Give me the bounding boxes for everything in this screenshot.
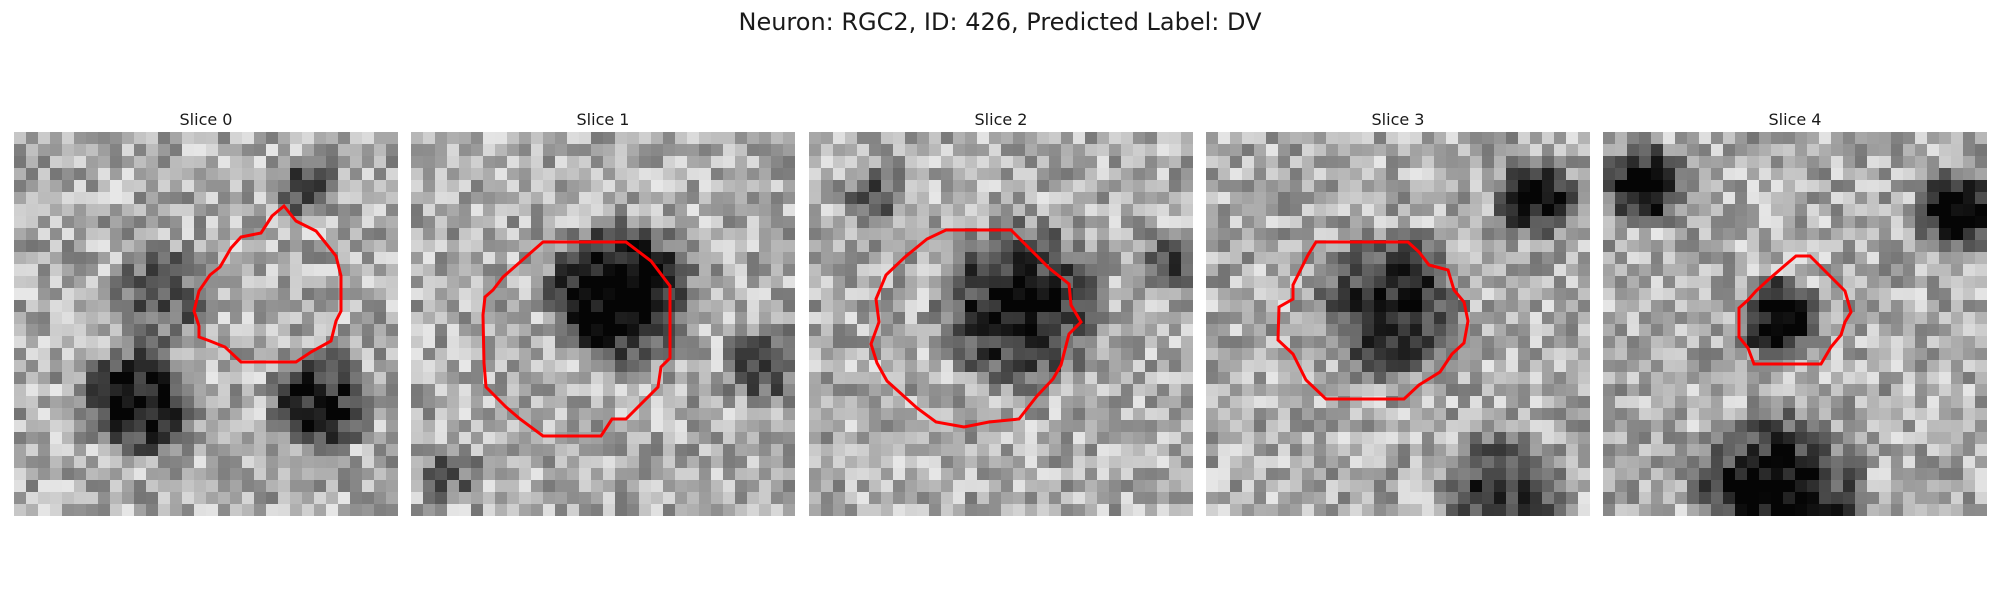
slice-title-2: Slice 2 [974, 110, 1028, 129]
slice-panel-3: Slice 3 [1206, 108, 1590, 516]
cell-outline-2 [869, 228, 1083, 429]
pixel-grid-1 [411, 132, 795, 516]
slice-panel-4: Slice 4 [1603, 108, 1987, 516]
slice-title-4: Slice 4 [1768, 110, 1822, 129]
slice-panel-0: Slice 0 [14, 108, 398, 516]
slice-panel-1: Slice 1 [411, 108, 795, 516]
cell-outline-3 [1276, 240, 1470, 401]
slice-image-1 [411, 132, 795, 516]
pixel-grid-0 [14, 132, 398, 516]
slice-title-1: Slice 1 [576, 110, 630, 129]
slice-image-3 [1206, 132, 1590, 516]
slice-title-0: Slice 0 [179, 110, 233, 129]
slice-title-3: Slice 3 [1371, 110, 1425, 129]
pixel-grid-4 [1603, 132, 1987, 516]
slice-image-2 [809, 132, 1193, 516]
pixel-grid-2 [809, 132, 1193, 516]
cell-outline-4 [1737, 254, 1853, 366]
pixel-grid-3 [1206, 132, 1590, 516]
cell-outline-0 [192, 203, 343, 364]
slice-image-4 [1603, 132, 1987, 516]
slice-image-0 [14, 132, 398, 516]
figure-title: Neuron: RGC2, ID: 426, Predicted Label: … [738, 8, 1262, 36]
slice-panel-2: Slice 2 [809, 108, 1193, 516]
cell-outline-1 [481, 240, 672, 438]
